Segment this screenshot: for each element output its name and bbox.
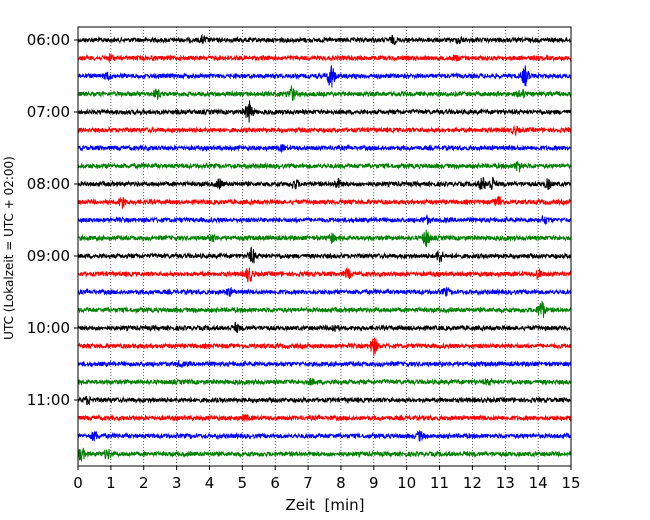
plot-background [78,27,571,466]
trace-0715 [77,124,572,137]
x-tick-label: 12 [463,474,482,492]
x-tick-label: 11 [430,474,449,492]
trace-0700 [77,100,572,123]
x-tick-label: 4 [205,474,215,492]
trace-1100 [77,395,572,406]
plot-frame [77,26,572,467]
x-tick-label: 3 [172,474,182,492]
trace-0845 [77,229,572,247]
trace-0915 [77,266,572,283]
y-axis-ticks: 06:00 07:00 08:00 09:00 10:00 11:00 [27,31,78,409]
trace-0800 [77,176,572,191]
trace-1030 [77,360,572,369]
trace-1130 [77,430,572,442]
trace-0815 [77,196,572,209]
x-tick-label: 9 [369,474,379,492]
y-axis-label: UTC (Lokalzeit = UTC + 02:00) [2,156,16,340]
trace-0645 [77,85,572,101]
trace-1145 [77,447,572,463]
trace-1000 [77,321,571,334]
trace-0600 [77,33,571,46]
trace-1115 [77,413,572,423]
x-tick-label: 0 [73,474,83,492]
x-tick-label: 7 [303,474,313,492]
x-tick-label: 8 [336,474,346,492]
traces [77,33,572,463]
x-tick-label: 5 [238,474,248,492]
y-tick-label: 11:00 [27,391,70,409]
x-tick-label: 2 [139,474,149,492]
trace-0830 [77,213,572,225]
x-tick-label: 6 [270,474,280,492]
y-tick-label: 07:00 [27,103,70,121]
trace-0615 [77,53,572,63]
trace-0630 [77,65,572,88]
x-tick-label: 10 [397,474,416,492]
trace-0745 [77,161,572,173]
y-tick-label: 06:00 [27,31,70,49]
y-tick-label: 08:00 [27,175,70,193]
trace-0945 [77,301,572,318]
x-tick-label: 14 [529,474,548,492]
trace-0900 [77,246,572,264]
y-tick-label: 10:00 [27,319,70,337]
trace-0930 [77,286,572,297]
y-tick-label: 09:00 [27,247,70,265]
trace-1045 [77,377,572,387]
grid-lines [110,27,539,466]
x-tick-label: 13 [496,474,515,492]
trace-1015 [77,337,572,356]
x-axis-ticks: 0 1 2 3 4 5 6 7 8 9 10 11 12 13 14 15 [73,466,581,492]
x-tick-label: 1 [106,474,116,492]
x-tick-label: 15 [561,474,580,492]
trace-0730 [77,143,572,153]
x-axis-label: Zeit [min] [285,496,364,514]
